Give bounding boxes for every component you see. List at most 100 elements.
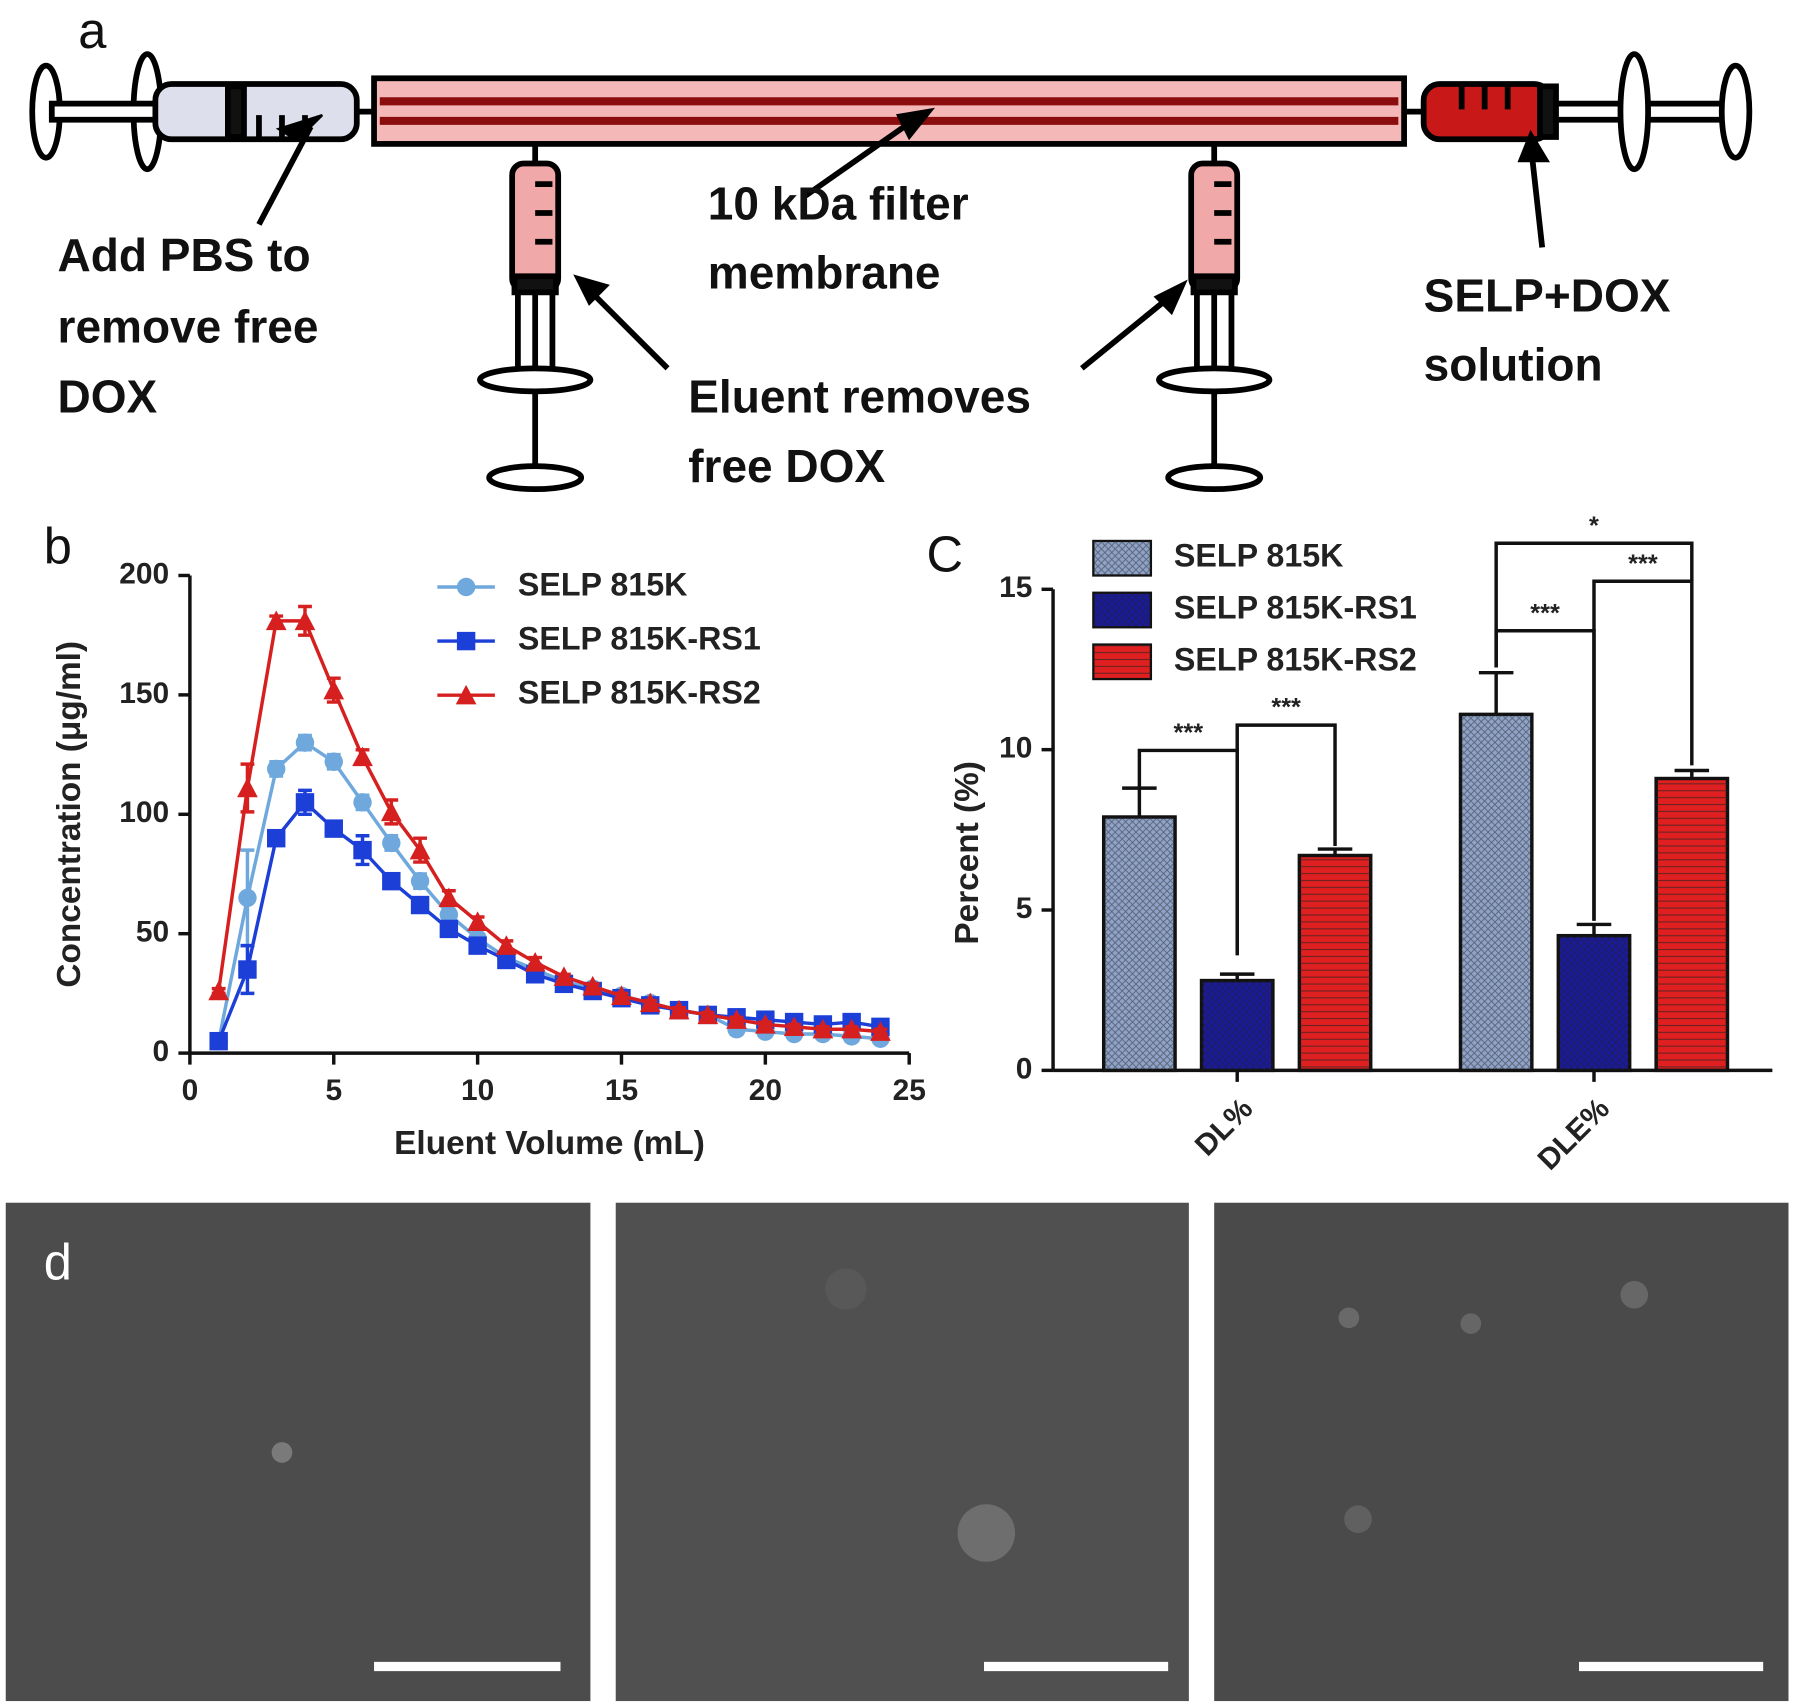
- annotation: Eluent removes: [688, 371, 1031, 423]
- annotation: free DOX: [688, 440, 885, 492]
- marker: [209, 1031, 228, 1051]
- marker: [353, 793, 372, 812]
- y-tick-label: 100: [119, 796, 169, 829]
- marker: [382, 871, 401, 891]
- y-tick-label: 5: [1016, 892, 1033, 925]
- significance-label: ***: [1271, 694, 1301, 722]
- x-tick-label: 0: [182, 1074, 199, 1107]
- bar-texture: [1299, 855, 1371, 1071]
- significance-bracket: [1235, 723, 1337, 956]
- significance-label: ***: [1174, 719, 1204, 747]
- x-tick-label: 25: [893, 1074, 926, 1107]
- marker: [468, 936, 487, 955]
- legend-label: SELP 815K: [518, 567, 688, 603]
- y-tick-label: 0: [1016, 1052, 1033, 1085]
- bar-texture: [1460, 714, 1532, 1071]
- marker: [409, 839, 431, 860]
- y-axis-title: Concentration (μg/ml): [51, 641, 88, 988]
- annotation: SELP+DOX: [1424, 269, 1671, 321]
- x-axis-title: Eluent Volume (mL): [394, 1125, 705, 1162]
- marker: [611, 985, 632, 1005]
- marker: [639, 992, 661, 1013]
- legend-marker: [456, 631, 476, 651]
- significance-bracket: [1494, 541, 1694, 668]
- y-tick-label: 50: [136, 916, 169, 949]
- error-bar: [1478, 670, 1514, 715]
- marker: [439, 905, 459, 924]
- marker: [267, 828, 286, 848]
- marker: [382, 833, 401, 853]
- y-tick-label: 200: [119, 557, 169, 590]
- series-line: [217, 799, 881, 1042]
- bar-texture: [1656, 778, 1728, 1071]
- marker: [524, 951, 546, 972]
- annotation: DOX: [58, 371, 158, 423]
- marker: [267, 759, 286, 779]
- x-tick-label: DL%: [1189, 1092, 1259, 1162]
- marker: [467, 911, 488, 931]
- series-line: [216, 740, 881, 1042]
- marker: [726, 1009, 747, 1029]
- significance-label: ***: [1530, 599, 1560, 627]
- x-tick-label: 15: [605, 1074, 638, 1107]
- panel-label: b: [44, 518, 72, 575]
- annotation: solution: [1424, 338, 1603, 390]
- legend-marker: [455, 684, 477, 705]
- x-tick-label: 20: [749, 1074, 782, 1107]
- significance-bracket: [1592, 579, 1694, 921]
- marker: [841, 1018, 863, 1039]
- marker: [438, 887, 460, 908]
- legend-label: SELP 815K-RS2: [518, 675, 761, 711]
- marker: [265, 610, 287, 631]
- marker: [323, 679, 345, 700]
- y-tick-label: 150: [119, 677, 169, 710]
- annotation: remove free: [58, 300, 319, 352]
- marker: [324, 752, 343, 771]
- legend-label: SELP 815K: [1174, 538, 1344, 574]
- marker: [754, 1014, 776, 1034]
- marker: [380, 801, 402, 822]
- marker: [353, 840, 372, 860]
- error-bar: [1576, 922, 1612, 936]
- significance-label: ***: [1628, 550, 1658, 578]
- panel-label: C: [926, 526, 963, 583]
- bar-texture: [1558, 935, 1630, 1071]
- marker: [439, 919, 459, 939]
- legend-swatch-texture: [1093, 540, 1151, 576]
- bar-texture: [1103, 817, 1176, 1071]
- x-tick-label: 10: [461, 1074, 494, 1107]
- y-axis-title: Percent (%): [949, 761, 986, 945]
- marker: [238, 888, 257, 908]
- significance-label: *: [1589, 512, 1599, 540]
- marker: [697, 1004, 719, 1025]
- annotation: membrane: [708, 246, 941, 298]
- marker: [208, 980, 230, 1001]
- marker: [295, 733, 315, 752]
- marker: [783, 1016, 805, 1037]
- marker: [668, 999, 690, 1020]
- marker: [238, 960, 257, 979]
- marker: [870, 1021, 891, 1041]
- y-tick-label: 10: [999, 732, 1032, 765]
- annotation: 10 kDa filter: [708, 177, 969, 229]
- marker: [812, 1018, 834, 1039]
- marker: [352, 746, 373, 767]
- legend-swatch-texture: [1093, 592, 1151, 628]
- annotation: Add PBS to: [58, 229, 311, 281]
- y-tick-label: 15: [999, 571, 1032, 604]
- marker: [496, 935, 517, 955]
- bar-texture: [1201, 980, 1273, 1071]
- marker: [553, 966, 575, 986]
- marker: [237, 777, 258, 798]
- marker: [582, 975, 604, 996]
- y-tick-label: 0: [153, 1035, 170, 1068]
- marker: [410, 895, 430, 915]
- marker: [324, 819, 343, 838]
- error-bar: [1122, 786, 1157, 818]
- marker: [410, 871, 430, 891]
- x-tick-label: 5: [325, 1074, 342, 1107]
- marker: [294, 610, 316, 631]
- marker: [497, 950, 516, 970]
- syringe-diagram: [29, 51, 1753, 493]
